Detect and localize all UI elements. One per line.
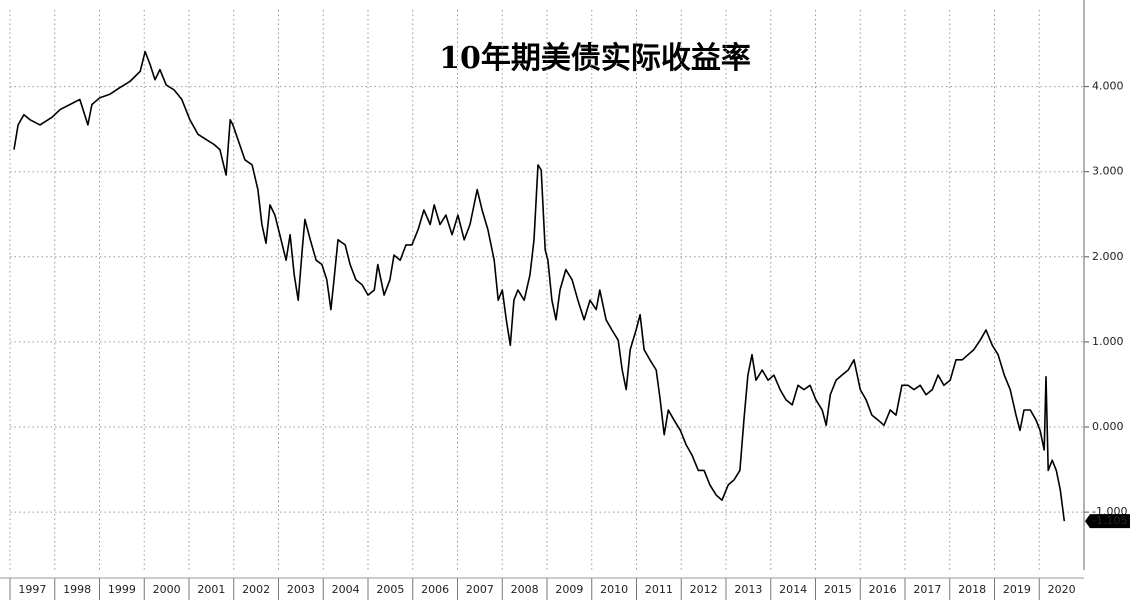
x-tick-label: 1999: [108, 583, 136, 596]
x-tick-label: 2000: [153, 583, 181, 596]
y-tick-label: 1.000: [1092, 335, 1124, 348]
x-tick-label: 1997: [18, 583, 46, 596]
x-tick-label: 2010: [600, 583, 628, 596]
x-tick-label: 2011: [645, 583, 673, 596]
x-tick-label: 2015: [824, 583, 852, 596]
x-tick-label: 2004: [332, 583, 360, 596]
x-tick-label: 2009: [555, 583, 583, 596]
x-tick-label: 2003: [287, 583, 315, 596]
x-tick-label: 1998: [63, 583, 91, 596]
x-tick-label: 2001: [197, 583, 225, 596]
y-tick-label: 4.000: [1092, 80, 1124, 93]
y-tick-label: 0.000: [1092, 420, 1124, 433]
x-tick-label: 2006: [421, 583, 449, 596]
x-tick-label: 2007: [466, 583, 494, 596]
y-tick-label: 3.000: [1092, 165, 1124, 178]
x-tick-label: 2013: [734, 583, 762, 596]
x-tick-label: 2012: [690, 583, 718, 596]
last-value-box: [1085, 514, 1130, 529]
last-value-label: -1.105: [1092, 514, 1127, 527]
y-tick-label: 2.000: [1092, 250, 1124, 263]
x-tick-label: 2020: [1048, 583, 1076, 596]
x-tick-label: 2018: [958, 583, 986, 596]
x-tick-label: 2016: [869, 583, 897, 596]
x-tick-label: 2005: [376, 583, 404, 596]
x-tick-label: 2017: [913, 583, 941, 596]
x-tick-label: 2014: [779, 583, 807, 596]
chart-title: 10年期美债实际收益率: [439, 41, 751, 76]
line-series: [13, 50, 1066, 522]
x-tick-label: 2019: [1003, 583, 1031, 596]
x-tick-label: 2008: [511, 583, 539, 596]
x-tick-label: 2002: [242, 583, 270, 596]
